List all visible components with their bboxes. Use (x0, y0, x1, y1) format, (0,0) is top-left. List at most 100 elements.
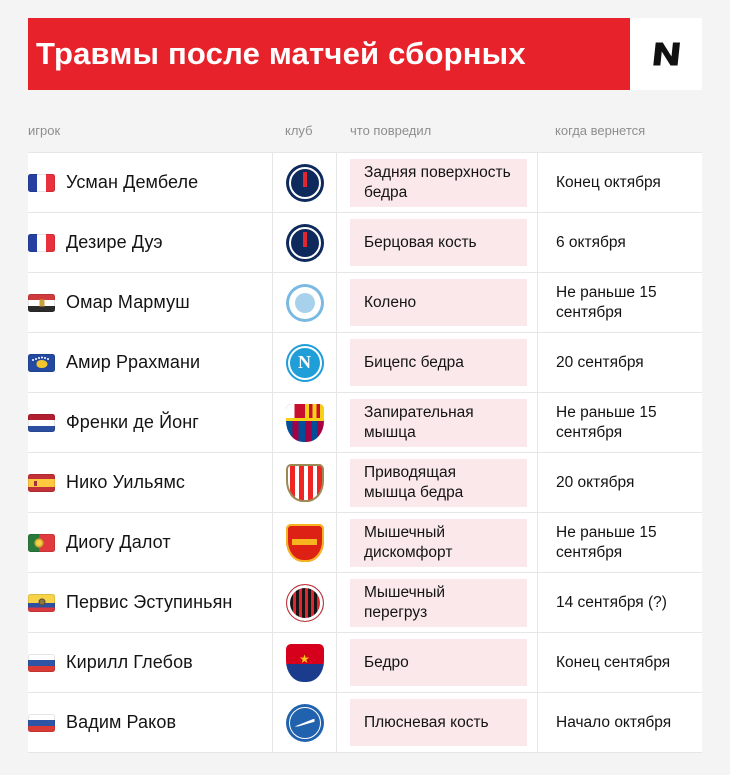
injury-text: Приводящая мышца бедра (350, 459, 527, 507)
egypt-flag-icon (28, 293, 55, 312)
return-date: Конец сентября (556, 653, 671, 671)
injury-text: Колено (350, 279, 527, 326)
return-date: 20 сентября (556, 353, 644, 371)
player-cell: Нико Уильямс (28, 453, 272, 513)
cska-badge-icon (285, 643, 324, 682)
injury-cell: Мышечный перегруз (337, 573, 537, 633)
player-cell: Омар Мармуш (28, 273, 272, 332)
injury-cell: Задняя поверхность бедра (337, 153, 537, 213)
return-cell: 14 сентября (?) (537, 573, 702, 633)
player-cell: Дезире Дуэ (28, 213, 272, 272)
table-row: Дезире Дуэ Берцовая кость 6 октября (28, 212, 702, 272)
injury-text: Задняя поверхность бедра (350, 159, 527, 207)
injury-cell: Приводящая мышца бедра (337, 453, 537, 513)
player-name: Дезире Дуэ (66, 232, 163, 252)
netherlands-flag-icon (28, 413, 55, 432)
player-name: Диогу Далот (66, 532, 171, 553)
injury-cell: Бицепс бедра (337, 333, 537, 392)
spain-flag-icon (28, 473, 55, 492)
injury-cell: Плюсневая кость (337, 693, 537, 752)
player-name: Первис Эступиньян (66, 592, 233, 613)
return-cell: Конец сентября (537, 633, 702, 692)
milan-badge-icon (285, 583, 324, 622)
club-cell (272, 273, 337, 332)
injury-text: Плюсневая кость (350, 699, 527, 746)
injury-text: Мышечный дискомфорт (350, 519, 527, 567)
table-row: Первис Эступиньян Мышечный перегруз 14 с… (28, 572, 702, 633)
column-header-player: игрок (28, 122, 61, 138)
man-united-badge-icon (285, 523, 324, 562)
barcelona-badge-icon (285, 403, 324, 442)
return-date: Не раньше 15 сентября (556, 524, 657, 561)
page-title: Травмы после матчей сборных (36, 36, 526, 71)
club-cell (272, 633, 337, 692)
table-row: Диогу Далот Мышечный дискомфорт Не раньш… (28, 512, 702, 573)
player-name: Усман Дембеле (66, 172, 199, 193)
player-cell: Кирилл Глебов (28, 633, 272, 692)
injuries-table: игрок клуб что повредил когда вернется У… (28, 108, 702, 753)
ecuador-flag-icon (28, 593, 55, 612)
return-date: 20 октября (556, 473, 635, 491)
player-name: Вадим Раков (66, 712, 177, 732)
return-cell: 20 октября (537, 453, 702, 513)
club-cell (272, 393, 337, 453)
return-date: 14 сентября (?) (556, 593, 667, 611)
return-cell: Начало октября (537, 693, 702, 752)
injury-text: Бедро (350, 639, 527, 686)
injury-text: Берцовая кость (350, 219, 527, 266)
player-name: Нико Уильямс (66, 472, 186, 493)
france-flag-icon (28, 173, 55, 192)
return-cell: 6 октября (537, 213, 702, 272)
table-row: Усман Дембеле Задняя поверхность бедра К… (28, 152, 702, 213)
header-banner: Травмы после матчей сборных (28, 18, 702, 90)
injury-cell: Берцовая кость (337, 213, 537, 272)
return-cell: Не раньше 15 сентября (537, 513, 702, 573)
psg-badge-icon (285, 223, 324, 262)
return-date: 6 октября (556, 233, 626, 251)
table-row: Омар Мармуш Колено Не раньше 15 сентября (28, 272, 702, 332)
player-name: Амир Ррахмани (66, 352, 201, 372)
russia-flag-icon (28, 653, 55, 672)
player-name: Омар Мармуш (66, 292, 190, 312)
player-cell: Амир Ррахмани (28, 333, 272, 392)
portugal-flag-icon (28, 533, 55, 552)
table-row: Френки де Йонг Запирательная мышца Не ра… (28, 392, 702, 453)
injury-text: Бицепс бедра (350, 339, 527, 386)
athletic-badge-icon (285, 463, 324, 502)
return-date: Не раньше 15 сентября (556, 283, 657, 321)
return-date: Начало октября (556, 713, 672, 731)
return-date: Конец октября (556, 173, 661, 191)
table-row: Амир Ррахмани Бицепс бедра 20 сентября (28, 332, 702, 392)
title-bar: Травмы после матчей сборных (28, 18, 630, 90)
club-cell (272, 213, 337, 272)
napoli-badge-icon (285, 343, 324, 382)
return-date: Не раньше 15 сентября (556, 404, 657, 441)
russia-flag-icon (28, 713, 55, 732)
column-header-club: клуб (285, 122, 313, 138)
column-header-return: когда вернется (555, 122, 646, 138)
return-cell: 20 сентября (537, 333, 702, 392)
club-cell (272, 453, 337, 513)
psg-badge-icon (285, 163, 324, 202)
return-cell: Не раньше 15 сентября (537, 393, 702, 453)
injury-cell: Мышечный дискомфорт (337, 513, 537, 573)
player-cell: Диогу Далот (28, 513, 272, 573)
club-cell (272, 513, 337, 573)
club-cell (272, 153, 337, 213)
club-cell (272, 573, 337, 633)
player-name: Френки де Йонг (66, 412, 199, 433)
france-flag-icon (28, 233, 55, 252)
player-name: Кирилл Глебов (66, 652, 193, 672)
kosovo-flag-icon (28, 353, 55, 372)
table-row: Нико Уильямс Приводящая мышца бедра 20 о… (28, 452, 702, 513)
return-cell: Не раньше 15 сентября (537, 273, 702, 332)
club-cell (272, 693, 337, 752)
injury-text: Запирательная мышца (350, 399, 527, 447)
club-cell (272, 333, 337, 392)
krylia-badge-icon (285, 703, 324, 742)
player-cell: Вадим Раков (28, 693, 272, 752)
player-cell: Первис Эступиньян (28, 573, 272, 633)
man-city-badge-icon (285, 283, 324, 322)
injury-cell: Запирательная мышца (337, 393, 537, 453)
table-header-row: игрок клуб что повредил когда вернется (28, 108, 702, 152)
